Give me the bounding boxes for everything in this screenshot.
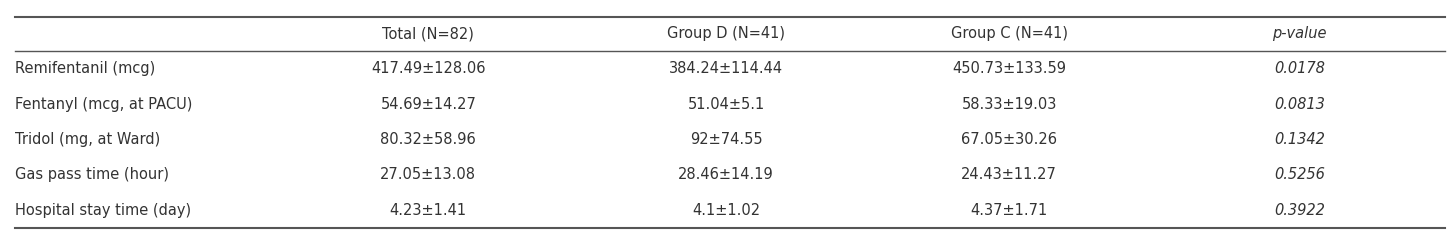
- Text: 24.43±11.27: 24.43±11.27: [961, 167, 1057, 182]
- Text: 0.5256: 0.5256: [1273, 167, 1326, 182]
- Text: p-value: p-value: [1272, 26, 1327, 41]
- Text: Hospital stay time (day): Hospital stay time (day): [15, 203, 190, 218]
- Text: 28.46±14.19: 28.46±14.19: [678, 167, 774, 182]
- Text: 450.73±133.59: 450.73±133.59: [953, 61, 1066, 76]
- Text: 51.04±5.1: 51.04±5.1: [687, 96, 765, 112]
- Text: 80.32±58.96: 80.32±58.96: [380, 132, 476, 147]
- Text: 0.1342: 0.1342: [1273, 132, 1326, 147]
- Text: 92±74.55: 92±74.55: [690, 132, 762, 147]
- Text: Remifentanil (mcg): Remifentanil (mcg): [15, 61, 155, 76]
- Text: 0.0178: 0.0178: [1273, 61, 1326, 76]
- Text: 0.3922: 0.3922: [1273, 203, 1326, 218]
- Text: 27.05±13.08: 27.05±13.08: [380, 167, 476, 182]
- Text: 384.24±114.44: 384.24±114.44: [669, 61, 783, 76]
- Text: Tridol (mg, at Ward): Tridol (mg, at Ward): [15, 132, 160, 147]
- Text: Fentanyl (mcg, at PACU): Fentanyl (mcg, at PACU): [15, 96, 192, 112]
- Text: Gas pass time (hour): Gas pass time (hour): [15, 167, 168, 182]
- Text: Total (N=82): Total (N=82): [382, 26, 475, 41]
- Text: 58.33±19.03: 58.33±19.03: [961, 96, 1057, 112]
- Text: Group C (N=41): Group C (N=41): [951, 26, 1067, 41]
- Text: 4.37±1.71: 4.37±1.71: [970, 203, 1048, 218]
- Text: Group D (N=41): Group D (N=41): [666, 26, 786, 41]
- Text: 4.23±1.41: 4.23±1.41: [389, 203, 468, 218]
- Text: 417.49±128.06: 417.49±128.06: [372, 61, 485, 76]
- Text: 4.1±1.02: 4.1±1.02: [693, 203, 759, 218]
- Text: 54.69±14.27: 54.69±14.27: [380, 96, 476, 112]
- Text: 67.05±30.26: 67.05±30.26: [961, 132, 1057, 147]
- Text: 0.0813: 0.0813: [1273, 96, 1326, 112]
